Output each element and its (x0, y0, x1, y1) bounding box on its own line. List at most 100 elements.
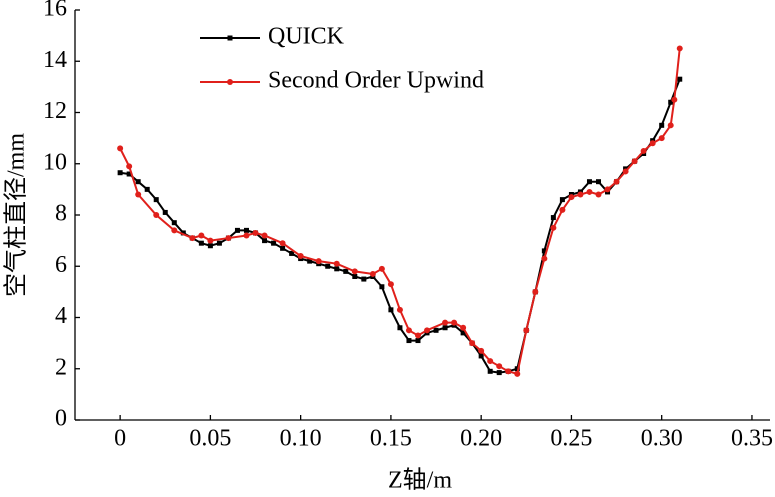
data-point (252, 229, 259, 236)
x-tick-label: 0.20 (460, 426, 502, 452)
data-point (126, 163, 133, 170)
data-point (604, 186, 611, 193)
data-point (243, 227, 249, 233)
x-tick-label: 0.30 (641, 426, 683, 452)
data-point (325, 263, 331, 269)
data-point (649, 140, 656, 147)
data-point (387, 281, 394, 288)
data-point (352, 274, 358, 279)
data-point (622, 168, 629, 175)
data-point (487, 368, 493, 374)
data-point (262, 238, 268, 244)
x-tick-label: 0.10 (280, 426, 322, 452)
data-point (153, 197, 159, 203)
data-point (279, 240, 286, 247)
data-point (671, 96, 678, 103)
data-point (315, 258, 322, 265)
data-point (271, 240, 277, 246)
data-point (189, 235, 196, 242)
data-point (658, 135, 665, 142)
data-point (388, 307, 394, 313)
y-tick-label: 16 (43, 0, 67, 22)
data-point (126, 171, 132, 177)
x-tick-label: 0.35 (731, 426, 773, 452)
data-point (586, 179, 592, 185)
data-point (261, 232, 268, 239)
data-point (496, 363, 503, 370)
data-point (667, 122, 674, 129)
data-point (496, 370, 502, 376)
y-tick-label: 8 (55, 201, 67, 227)
data-point (415, 338, 421, 344)
legend-marker (227, 35, 233, 41)
data-point (550, 215, 556, 221)
data-point (514, 370, 521, 377)
y-tick-label: 0 (55, 406, 67, 432)
data-point (207, 237, 214, 244)
data-point (460, 324, 467, 331)
data-point (207, 243, 213, 249)
data-point (677, 76, 683, 82)
data-point (135, 191, 142, 198)
y-tick-label: 10 (43, 149, 67, 175)
data-point (414, 332, 421, 339)
data-point (514, 366, 520, 372)
data-point (333, 260, 340, 267)
y-tick-label: 2 (55, 354, 67, 380)
series-line (119, 48, 681, 376)
data-point (198, 240, 204, 246)
data-point (424, 327, 431, 334)
data-point (659, 122, 665, 128)
data-point (523, 327, 530, 334)
data-point (577, 191, 584, 198)
data-point (297, 253, 304, 259)
legend-label: QUICK (268, 24, 345, 50)
data-point (640, 147, 647, 154)
legend-label: Second Order Upwind (268, 68, 484, 94)
data-point (171, 227, 178, 234)
data-point (586, 188, 593, 195)
data-point (550, 224, 557, 231)
x-tick-label: 0.05 (189, 426, 231, 452)
data-point (478, 347, 485, 354)
data-point (559, 197, 565, 203)
data-point (541, 248, 547, 254)
data-point (405, 327, 412, 334)
data-point (378, 265, 385, 272)
x-tick-label: 0.25 (550, 426, 592, 452)
data-point (451, 319, 458, 326)
data-point (487, 358, 494, 365)
data-point (433, 327, 439, 333)
data-point (396, 306, 403, 313)
data-point (117, 170, 123, 176)
x-tick-label: 0 (114, 426, 126, 452)
data-point (334, 266, 340, 272)
data-point (568, 194, 575, 201)
data-point (505, 368, 512, 375)
data-point (668, 99, 674, 105)
data-point (198, 232, 205, 239)
data-point (478, 353, 484, 359)
data-point (469, 340, 476, 347)
data-point (460, 330, 466, 336)
y-tick-label: 14 (43, 47, 67, 73)
y-tick-label: 6 (55, 252, 67, 278)
data-point (442, 325, 448, 331)
data-point (613, 178, 620, 185)
x-tick-label: 0.15 (370, 426, 412, 452)
y-tick-label: 4 (55, 303, 67, 329)
data-point (153, 212, 160, 218)
data-point (216, 240, 222, 246)
data-point (343, 268, 349, 274)
data-point (541, 255, 548, 262)
data-point (596, 179, 602, 185)
data-point (631, 158, 638, 165)
data-point (135, 179, 141, 185)
data-point (144, 186, 150, 192)
data-point (307, 258, 313, 264)
data-point (289, 250, 295, 256)
data-point (676, 45, 683, 52)
data-point (117, 145, 124, 152)
data-point (243, 232, 250, 239)
